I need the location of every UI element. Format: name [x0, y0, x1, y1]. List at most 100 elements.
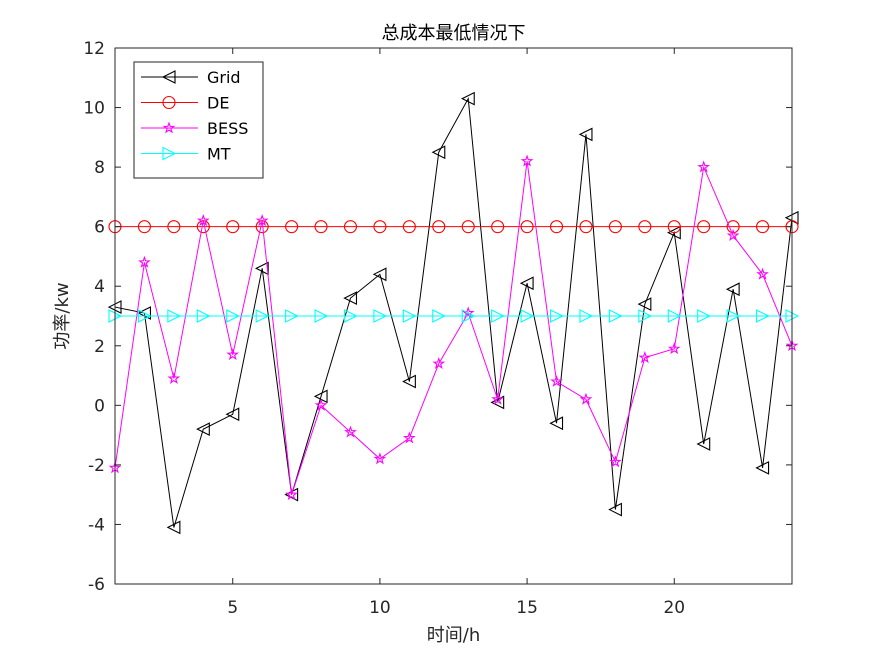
data-point-grid	[460, 91, 475, 106]
legend-box	[133, 61, 264, 179]
data-point-grid	[519, 276, 534, 291]
data-point-mt	[432, 309, 447, 323]
data-point-mt	[726, 309, 741, 323]
data-point-bess	[285, 487, 298, 501]
series-de	[108, 220, 799, 234]
data-point-grid	[578, 127, 593, 142]
data-point-grid	[196, 422, 210, 437]
data-point-mt	[343, 309, 358, 323]
axis-layer: 5 10 15 20 -6 -4 -2 0 2 4 6 8 10 12	[83, 39, 792, 618]
x-axis-label: 时间/h	[427, 625, 480, 646]
x-tick-label: 20	[663, 598, 685, 618]
y-axis-label: 功率/kw	[52, 282, 73, 349]
legend-item-bess: BESS	[141, 119, 248, 138]
data-point-mt	[667, 309, 682, 323]
data-point-de	[373, 220, 387, 234]
y-tick-label: 4	[94, 277, 105, 297]
data-point-de	[579, 220, 593, 234]
data-point-bess	[373, 452, 387, 465]
legend-marker-grid	[161, 70, 176, 84]
data-point-grid	[225, 407, 240, 422]
data-point-bess	[138, 255, 151, 268]
data-point-de	[549, 220, 564, 234]
series-layer	[107, 91, 800, 535]
data-point-bess	[609, 455, 622, 468]
series-mt	[108, 309, 800, 323]
legend-item-grid: Grid	[141, 68, 241, 87]
legend-label-de: DE	[207, 94, 229, 113]
data-point-de	[461, 220, 475, 234]
plot-frame	[114, 47, 793, 585]
data-point-de	[167, 220, 181, 234]
data-point-grid	[667, 225, 681, 240]
data-point-bess	[432, 356, 446, 370]
y-tick-label: -4	[88, 515, 105, 535]
data-point-mt	[461, 309, 476, 323]
data-point-bess	[697, 160, 711, 173]
data-point-grid	[725, 282, 740, 297]
x-tick-label: 10	[369, 598, 391, 618]
x-tick-label: 15	[516, 598, 538, 618]
data-point-bess	[550, 374, 563, 387]
chart-title: 总成本最低情况下	[382, 23, 526, 44]
y-tick-label: -6	[88, 575, 105, 595]
y-tick-label: -2	[88, 456, 105, 476]
data-point-bess	[756, 267, 769, 280]
series-grid	[107, 91, 799, 535]
legend: Grid DE BESS MT	[133, 61, 264, 179]
data-point-mt	[697, 309, 711, 323]
data-point-mt	[196, 309, 211, 323]
series-bess	[108, 154, 799, 501]
data-point-de	[726, 220, 740, 234]
legend-label-mt: MT	[207, 145, 231, 164]
data-point-de	[285, 220, 299, 234]
data-point-bess	[520, 154, 534, 167]
legend-item-de: DE	[141, 94, 229, 113]
data-point-bess	[344, 425, 357, 438]
data-point-bess	[402, 431, 416, 444]
legend-marker-mt	[162, 146, 177, 161]
data-point-bess	[491, 392, 505, 405]
series-line-grid	[114, 96, 793, 528]
data-point-de	[491, 220, 505, 234]
y-tick-label: 0	[94, 396, 105, 416]
data-point-de	[667, 220, 681, 234]
data-point-mt	[167, 309, 182, 323]
data-point-grid	[431, 145, 446, 160]
data-point-grid	[343, 291, 358, 306]
data-point-mt	[285, 309, 299, 323]
x-tick-label: 5	[227, 598, 238, 618]
data-point-bess	[667, 342, 681, 355]
legend-item-mt: MT	[141, 145, 231, 164]
data-point-bess	[579, 392, 593, 405]
data-point-bess	[314, 398, 328, 411]
data-point-mt	[226, 309, 240, 323]
data-point-de	[756, 220, 770, 234]
data-point-mt	[520, 309, 535, 323]
data-point-mt	[549, 309, 564, 323]
legend-marker-de	[162, 95, 176, 110]
data-point-de	[432, 220, 446, 234]
data-point-grid	[166, 520, 181, 535]
data-point-grid	[372, 267, 387, 282]
data-point-grid	[254, 261, 269, 276]
data-point-grid	[549, 416, 564, 431]
data-point-de	[608, 220, 622, 234]
data-point-de	[697, 220, 711, 234]
data-point-bess	[167, 371, 181, 384]
legend-label-bess: BESS	[207, 119, 248, 138]
data-point-mt	[137, 309, 152, 323]
y-tick-label: 8	[94, 158, 105, 178]
data-point-mt	[608, 309, 623, 323]
data-point-mt	[491, 309, 505, 323]
data-point-de	[226, 220, 240, 234]
data-point-mt	[756, 309, 770, 323]
data-point-de	[402, 220, 416, 234]
data-point-mt	[402, 309, 417, 323]
legend-label-grid: Grid	[207, 68, 241, 87]
data-point-grid	[696, 437, 711, 451]
y-tick-label: 10	[83, 99, 105, 119]
data-point-mt	[314, 309, 329, 323]
data-point-mt	[579, 309, 594, 323]
